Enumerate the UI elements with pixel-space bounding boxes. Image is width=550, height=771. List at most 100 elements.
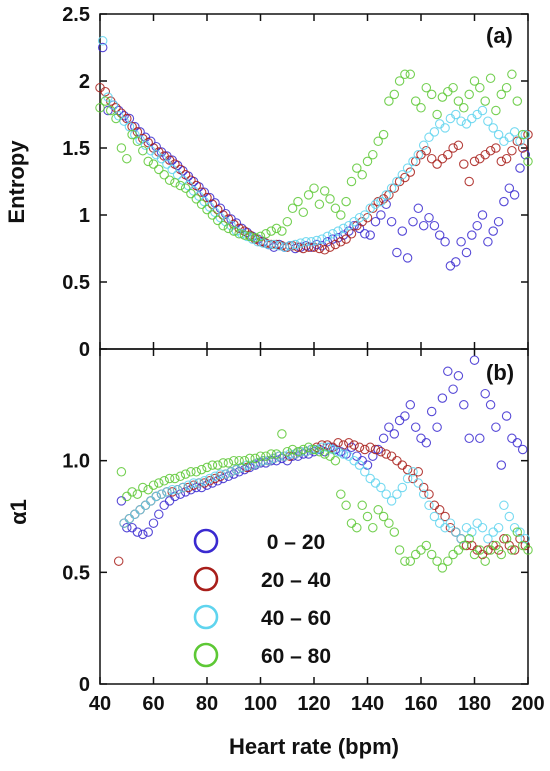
panel-b: 0 0.5 1.0 40 60 80 100 120 140 160 180 200 (b) α1 H… <box>6 348 545 759</box>
y-tick-label: 2 <box>79 71 90 93</box>
data-point <box>309 444 319 455</box>
data-point <box>354 460 365 470</box>
data-point <box>362 156 373 167</box>
data-point <box>456 237 466 247</box>
data-point <box>271 223 282 234</box>
data-point <box>418 220 429 231</box>
data-point <box>164 473 175 484</box>
data-point <box>517 129 528 140</box>
panel-b-tick-labels: 0 0.5 1.0 40 60 80 100 120 140 160 180 200 <box>62 451 545 715</box>
data-point <box>381 489 391 499</box>
data-point <box>180 183 191 193</box>
data-point <box>327 229 338 239</box>
data-point <box>365 230 375 240</box>
data-point <box>392 455 402 466</box>
data-point <box>143 527 153 537</box>
data-point <box>352 163 362 173</box>
data-point <box>421 145 432 156</box>
data-point <box>520 149 531 160</box>
data-point <box>386 451 397 461</box>
y-tick-label: 1.5 <box>62 138 90 160</box>
data-point <box>290 239 301 250</box>
data-point <box>405 556 416 566</box>
data-point <box>394 76 405 86</box>
data-point <box>164 175 175 185</box>
data-point <box>285 241 295 251</box>
data-point <box>167 484 177 495</box>
data-point <box>434 518 445 528</box>
data-point <box>354 212 365 223</box>
data-point <box>298 207 309 218</box>
data-point <box>397 170 408 180</box>
data-point <box>263 455 274 466</box>
data-point <box>266 449 276 459</box>
data-point <box>386 216 397 227</box>
data-point <box>322 442 333 453</box>
data-point <box>416 103 426 113</box>
data-point <box>159 476 169 486</box>
data-point <box>156 489 167 499</box>
data-point <box>239 455 250 466</box>
data-point <box>154 509 164 520</box>
data-point <box>448 143 458 153</box>
data-point <box>159 500 169 511</box>
data-point <box>223 223 234 234</box>
panel-b-ylabel: α1 <box>6 499 31 525</box>
data-point <box>456 116 466 126</box>
x-axis-title: Heart rate (bpm) <box>229 734 399 759</box>
data-point <box>416 545 426 555</box>
data-point <box>346 518 357 528</box>
data-point <box>303 442 314 453</box>
data-point <box>405 69 416 80</box>
data-point <box>140 500 151 511</box>
panel-a-tick-labels: 0 0.5 1 1.5 2 2.5 <box>62 4 90 361</box>
data-point <box>437 563 448 573</box>
data-point <box>469 355 480 365</box>
x-tick-label: 180 <box>458 693 491 715</box>
data-point <box>499 500 509 511</box>
data-point <box>365 473 375 484</box>
data-point <box>370 199 381 210</box>
data-point <box>448 549 458 560</box>
data-point <box>376 482 386 493</box>
data-point <box>135 505 145 515</box>
data-point <box>301 237 311 247</box>
data-point <box>384 96 394 106</box>
data-point <box>523 156 533 167</box>
data-point <box>234 455 244 466</box>
data-point <box>499 196 509 207</box>
data-point <box>311 235 322 246</box>
data-point <box>330 455 341 466</box>
data-point <box>146 496 156 506</box>
data-point <box>376 196 386 207</box>
data-point <box>437 393 448 403</box>
data-point <box>389 527 400 537</box>
data-point <box>97 36 108 46</box>
data-point <box>175 180 186 191</box>
panel-b-frame <box>99 348 529 685</box>
data-point <box>485 73 496 84</box>
data-point <box>360 444 370 455</box>
data-point <box>180 469 191 479</box>
data-point <box>218 458 228 468</box>
data-point <box>239 230 250 240</box>
data-point <box>475 82 485 93</box>
data-point <box>269 239 279 250</box>
panel-a-ticks <box>99 13 529 350</box>
data-point <box>509 545 520 555</box>
data-point <box>207 210 218 220</box>
data-point <box>424 132 434 143</box>
data-point <box>469 156 480 167</box>
data-point <box>408 467 418 477</box>
data-point <box>459 159 469 169</box>
data-point <box>448 384 458 394</box>
data-point <box>130 129 140 140</box>
data-point <box>464 89 474 100</box>
data-point <box>277 226 287 236</box>
data-point <box>261 229 271 239</box>
data-point <box>381 199 391 210</box>
data-point <box>451 109 461 120</box>
data-point <box>97 42 108 53</box>
panel-b-label: (b) <box>486 360 514 385</box>
data-point <box>443 366 453 377</box>
